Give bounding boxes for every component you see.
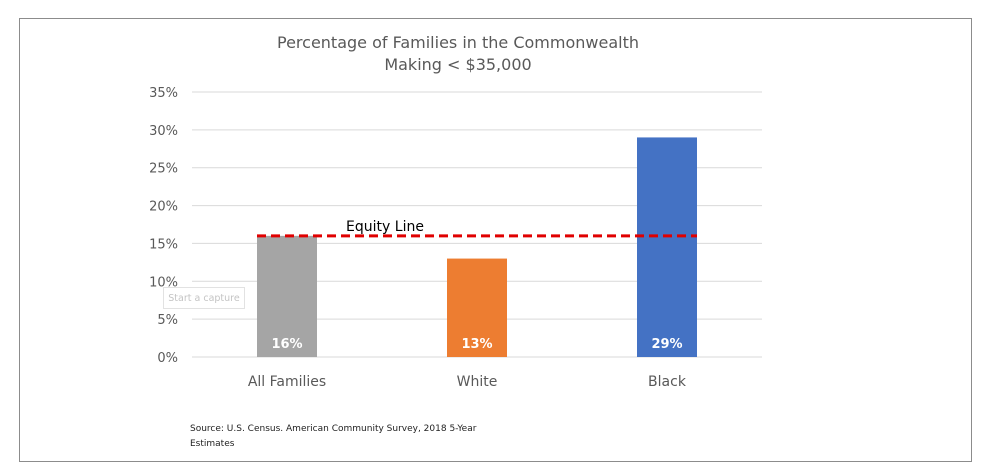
y-tick-label: 30% — [149, 124, 178, 139]
data-label: 16% — [271, 337, 302, 352]
x-tick-label: White — [457, 374, 498, 390]
start-capture-button[interactable]: Start a capture — [163, 287, 245, 309]
bar — [257, 235, 317, 357]
x-tick-label: Black — [648, 374, 687, 390]
chart-subtitle: Making < $35,000 — [384, 55, 531, 74]
y-tick-label: 15% — [149, 237, 178, 252]
bar — [447, 258, 507, 357]
bars — [257, 137, 697, 357]
x-tick-label: All Families — [248, 374, 326, 390]
y-tick-label: 0% — [157, 351, 178, 366]
y-tick-label: 20% — [149, 200, 178, 215]
y-tick-label: 10% — [149, 275, 178, 290]
y-tick-label: 25% — [149, 162, 178, 177]
axis-labels: 0% 5% 10% 15% 20% 25% 30% 35% 16% All Families 13%… — [149, 86, 687, 390]
data-label: 29% — [651, 337, 682, 352]
data-label: 13% — [461, 337, 492, 352]
bar — [637, 137, 697, 357]
equity-line-group: Equity Line — [257, 219, 697, 238]
source-note-line2: Estimates — [190, 439, 235, 449]
y-tick-label: 35% — [149, 86, 178, 101]
y-tick-label: 5% — [157, 313, 178, 328]
chart-title: Percentage of Families in the Commonweal… — [277, 33, 639, 52]
source-note-line1: Source: U.S. Census. American Community … — [190, 424, 477, 434]
equity-line-label: Equity Line — [346, 219, 424, 235]
